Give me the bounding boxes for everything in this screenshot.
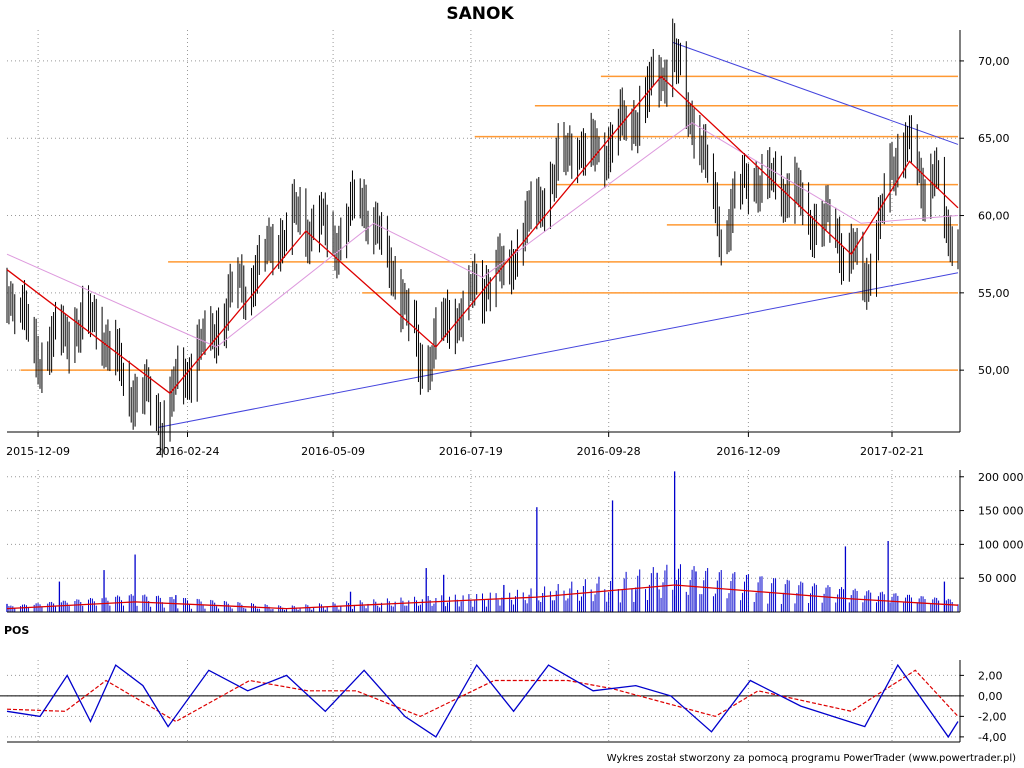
- footer-credit: Wykres został stworzony za pomocą progra…: [607, 753, 1016, 764]
- trendline: [158, 272, 959, 428]
- y-tick-label: -2,00: [978, 710, 1006, 723]
- pos-panel: 2,00 0,00 -2,00 -4,00: [0, 660, 1006, 744]
- ma-long-line: [6, 122, 959, 348]
- x-tick-label: 2016-05-09: [301, 445, 365, 458]
- y-tick-label: -4,00: [978, 731, 1006, 744]
- y-tick-label: 50 000: [978, 572, 1017, 585]
- y-tick-label: 60,00: [978, 210, 1010, 223]
- y-tick-label: 0,00: [978, 690, 1003, 703]
- y-tick-label: 100 000: [978, 538, 1024, 551]
- pos-line: [6, 663, 959, 739]
- x-tick-label: 2016-02-24: [156, 445, 220, 458]
- chart-title: SANOK: [446, 4, 514, 24]
- x-tick-label: 2016-09-28: [577, 445, 641, 458]
- y-tick-label: 70,00: [978, 55, 1010, 68]
- y-tick-label: 50,00: [978, 364, 1010, 377]
- pos-label: POS: [4, 624, 29, 637]
- trendline: [672, 41, 959, 145]
- x-tick-label: 2016-07-19: [439, 445, 503, 458]
- volume-panel: 200 000 150 000 100 000 50 000: [6, 470, 1024, 613]
- y-tick-label: 65,00: [978, 132, 1010, 145]
- x-tick-label: 2017-02-21: [860, 445, 924, 458]
- y-tick-label: 55,00: [978, 287, 1010, 300]
- y-tick-label: 150 000: [978, 505, 1024, 518]
- y-tick-label: 2,00: [978, 669, 1003, 682]
- y-tick-label: 200 000: [978, 471, 1024, 484]
- x-tick-label: 2016-12-09: [716, 445, 780, 458]
- x-tick-label: 2015-12-09: [6, 445, 70, 458]
- price-panel: 70,00 65,00 60,00 55,00 50,00 2015-12-09 2016-…: [6, 18, 1010, 458]
- ma-short-line: [6, 75, 959, 395]
- volume-ma-line: [6, 584, 959, 610]
